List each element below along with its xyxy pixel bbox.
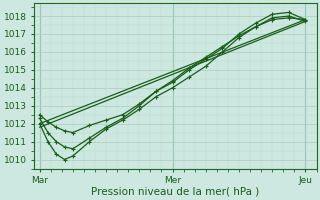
X-axis label: Pression niveau de la mer( hPa ): Pression niveau de la mer( hPa ) <box>91 187 260 197</box>
